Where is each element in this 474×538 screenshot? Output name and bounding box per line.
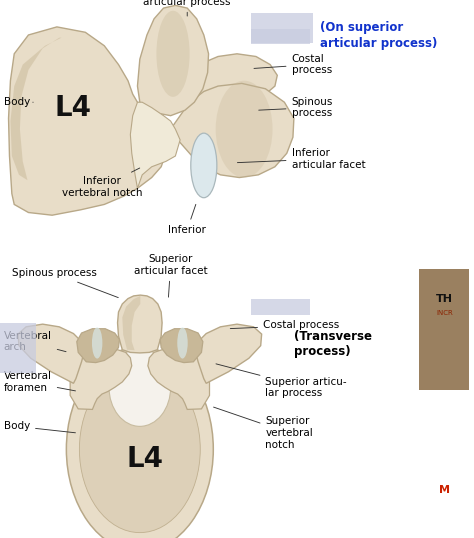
Text: (On superior
articular process): (On superior articular process) — [320, 21, 438, 50]
Text: M: M — [439, 485, 450, 494]
Ellipse shape — [79, 366, 200, 533]
Bar — [419, 269, 469, 390]
Text: Superior
articular process: Superior articular process — [144, 0, 231, 16]
Ellipse shape — [66, 347, 213, 538]
Text: Inferior: Inferior — [168, 204, 206, 235]
Polygon shape — [130, 102, 180, 188]
Text: Spinous process: Spinous process — [12, 268, 118, 298]
Bar — [251, 13, 313, 43]
Polygon shape — [171, 83, 294, 178]
Polygon shape — [148, 350, 210, 409]
Polygon shape — [137, 5, 209, 116]
Ellipse shape — [191, 133, 217, 198]
Polygon shape — [160, 329, 203, 363]
Text: Inferior
articular facet: Inferior articular facet — [237, 148, 365, 169]
Text: Superior
articular facet: Superior articular facet — [134, 254, 208, 297]
Text: TH: TH — [436, 294, 453, 303]
Text: Superior articu-
lar process: Superior articu- lar process — [216, 364, 347, 398]
Text: Vertebral
arch: Vertebral arch — [4, 331, 66, 352]
Text: INCR: INCR — [436, 310, 453, 316]
Text: Body: Body — [4, 97, 33, 107]
Text: Costal
process: Costal process — [254, 54, 332, 75]
Text: Spinous
process: Spinous process — [259, 97, 333, 118]
Text: Inferior
vertebral notch: Inferior vertebral notch — [62, 168, 142, 198]
Ellipse shape — [177, 327, 188, 359]
Polygon shape — [10, 38, 62, 180]
Polygon shape — [118, 295, 162, 353]
Text: Costal process: Costal process — [230, 321, 339, 330]
Polygon shape — [9, 27, 168, 215]
Polygon shape — [195, 324, 262, 383]
Text: Body: Body — [4, 421, 75, 433]
Bar — [251, 299, 310, 315]
Polygon shape — [70, 350, 132, 409]
Ellipse shape — [92, 327, 102, 359]
Ellipse shape — [156, 11, 190, 97]
Polygon shape — [18, 324, 84, 383]
Polygon shape — [175, 54, 277, 102]
Ellipse shape — [109, 349, 171, 426]
Ellipse shape — [216, 81, 273, 178]
Polygon shape — [122, 296, 140, 350]
Bar — [251, 29, 310, 44]
Text: L4: L4 — [55, 94, 92, 122]
Polygon shape — [77, 329, 119, 363]
Bar — [0, 323, 36, 372]
Text: (Transverse
process): (Transverse process) — [294, 330, 372, 358]
Text: Vertebral
foramen: Vertebral foramen — [4, 371, 75, 393]
Text: Superior
vertebral
notch: Superior vertebral notch — [214, 407, 313, 450]
Text: L4: L4 — [126, 444, 163, 473]
